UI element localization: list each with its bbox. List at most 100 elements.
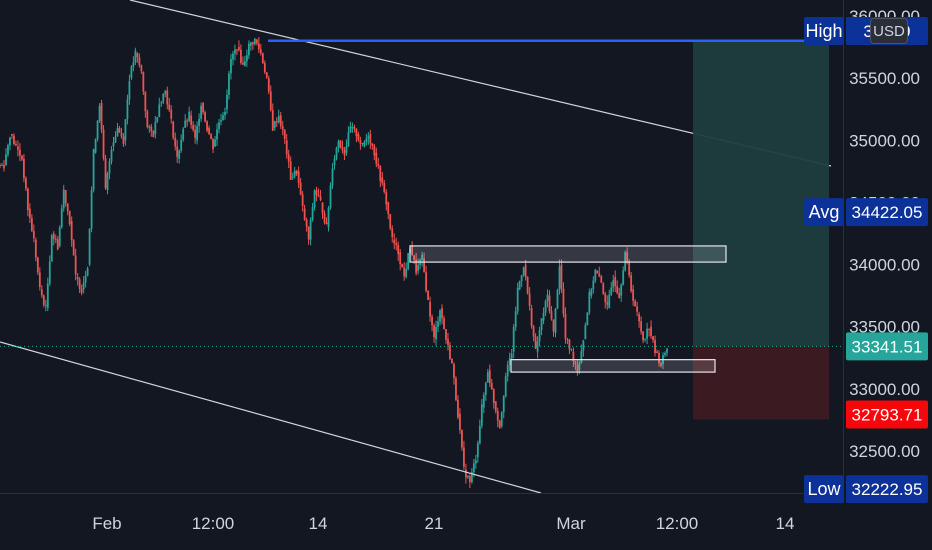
current-price-tag-value: 33341.51 [852,337,923,356]
time-tick-label: 12:00 [192,514,235,533]
candle-body [552,319,555,332]
candle-body [36,257,39,273]
candle-body [369,134,372,144]
candle-body [259,49,262,54]
candle-body [148,126,151,128]
candle-body [439,310,441,322]
candle-body [608,294,611,309]
chart-pane[interactable] [0,37,668,488]
candle-body [321,202,324,214]
price-tick-label: 32500.00 [849,442,920,461]
candle-body [281,126,284,130]
candle-body [381,177,384,184]
candle-body [407,253,410,269]
time-tick-label: 21 [425,514,444,533]
candle-body [30,218,33,232]
candle-body [361,143,364,145]
candle-body [524,264,527,278]
time-tick-label: Feb [92,514,121,533]
candle-body [528,293,531,306]
candle-body [80,288,83,293]
stop-zone [693,346,829,420]
candle-body [421,254,423,260]
candle-body [592,280,595,290]
candle-body [134,50,137,63]
support-zone-box [510,359,716,373]
candle-body [654,340,656,353]
candle-body [574,361,577,365]
candle-body [453,364,455,379]
candle-body [594,269,597,281]
price-axis[interactable]: 36000.0035500.0035000.0034500.0034000.00… [843,0,932,550]
candle-body [373,145,376,156]
candle-body [461,430,463,448]
candle-body [126,99,129,120]
candle-body [451,358,453,364]
candle-body [640,321,643,332]
candle-body [494,401,497,412]
candle-body [24,178,27,189]
candle-body [333,158,336,166]
candle-body [405,268,408,277]
candle-body [17,146,19,150]
candle-body [178,150,181,159]
candle-body [466,476,469,478]
candle-body [154,121,157,135]
candle-body [357,134,360,141]
currency-badge[interactable]: USD [870,18,908,44]
candle-body [202,103,204,113]
candle-body [564,313,567,339]
candle-body [435,327,437,340]
time-axis[interactable]: Feb 12:00 14 21 Mar 12:00 14 [0,493,843,534]
candle-body [468,476,471,482]
candle-body [56,239,59,250]
drawing-overlays[interactable] [0,0,843,494]
candle-body [548,295,551,312]
candle-body [58,227,61,246]
high-tag-label: High [805,21,842,41]
candle-body [238,47,240,50]
candle-body [11,134,13,136]
candle-body [285,140,288,155]
candle-body [110,149,113,162]
candle-body [168,104,171,110]
candle-body [120,132,123,137]
candle-body [648,328,650,330]
candle-body [612,280,615,288]
candle-body [180,139,183,151]
candle-body [84,275,87,283]
candle-body [520,275,523,282]
candle-body [214,139,216,147]
current-price-tag-value-bg [846,332,928,361]
candle-body [118,127,121,133]
candle-body [433,325,435,338]
candle-body [417,264,420,271]
candle-body [660,363,662,366]
candle-body [532,326,535,337]
candle-body [54,238,57,240]
candle-body [530,308,533,327]
candle-body [470,472,473,483]
candle-body [441,308,443,319]
candle-body [130,66,133,79]
candle-body [144,91,147,112]
candle-body [480,404,483,426]
candle-body [172,121,175,138]
candle-body [257,43,260,50]
candle-body [423,258,425,273]
candle-body [68,211,71,225]
candle-body [136,53,139,58]
candle-body [190,115,193,125]
candle-body [297,171,300,183]
candle-body [188,111,191,121]
candle-body [323,213,326,223]
candle-body [160,102,163,104]
candle-body [78,279,81,289]
candle-body [86,268,89,276]
candle-body [518,281,521,290]
candle-body [431,316,433,326]
candle-body [319,196,322,200]
candle-body [287,154,290,162]
low-tag-label: Low [807,479,841,499]
